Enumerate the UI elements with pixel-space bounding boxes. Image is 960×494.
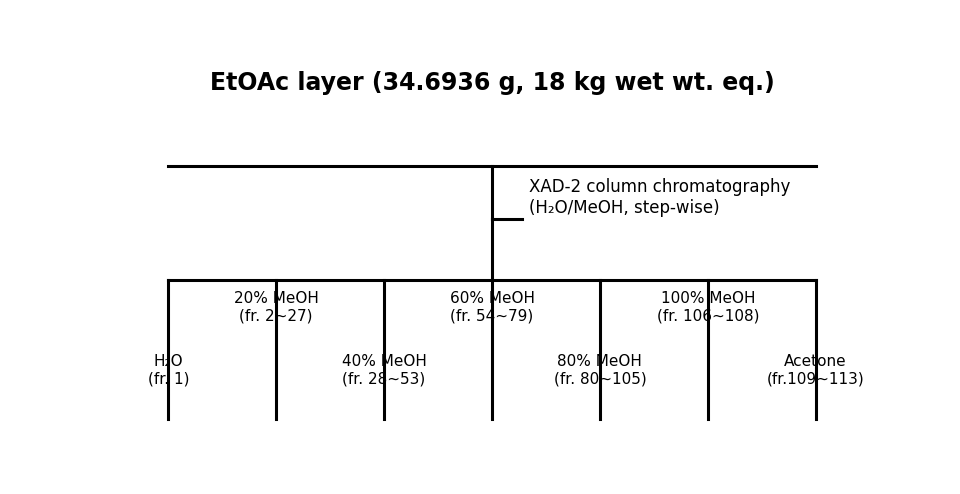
- Text: 20% MeOH
(fr. 2~27): 20% MeOH (fr. 2~27): [234, 291, 319, 324]
- Text: 40% MeOH
(fr. 28~53): 40% MeOH (fr. 28~53): [342, 354, 426, 386]
- Text: EtOAc layer (34.6936 g, 18 kg wet wt. eq.): EtOAc layer (34.6936 g, 18 kg wet wt. eq…: [209, 71, 775, 95]
- Text: 100% MeOH
(fr. 106~108): 100% MeOH (fr. 106~108): [657, 291, 759, 324]
- Text: 80% MeOH
(fr. 80~105): 80% MeOH (fr. 80~105): [554, 354, 646, 386]
- Text: H₂O
(fr. 1): H₂O (fr. 1): [148, 354, 189, 386]
- Text: 60% MeOH
(fr. 54~79): 60% MeOH (fr. 54~79): [449, 291, 535, 324]
- Text: XAD-2 column chromatography
(H₂O/MeOH, step-wise): XAD-2 column chromatography (H₂O/MeOH, s…: [529, 178, 791, 217]
- Text: Acetone
(fr.109~113): Acetone (fr.109~113): [767, 354, 865, 386]
